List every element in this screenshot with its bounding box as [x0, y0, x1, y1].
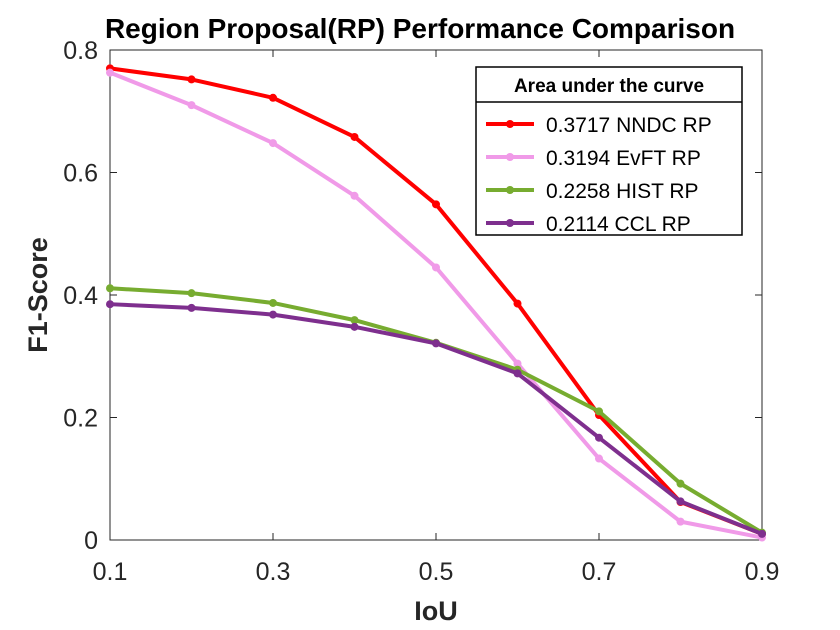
y-tick-label: 0.6 [63, 160, 98, 188]
data-point [513, 369, 522, 378]
legend-label: 0.2114 CCL RP [546, 213, 691, 236]
data-point [269, 139, 277, 148]
y-tick-label: 0.4 [63, 282, 98, 310]
x-tick-label: 0.3 [256, 558, 291, 586]
data-point [106, 300, 114, 309]
data-point [350, 316, 359, 325]
legend-label: 0.2258 HIST RP [546, 180, 699, 203]
x-axis-label: IoU [414, 596, 458, 626]
data-point [187, 289, 196, 298]
y-axis-label: F1-Score [23, 237, 53, 353]
data-point [187, 303, 196, 312]
legend-title: Area under the curve [514, 76, 704, 97]
data-point [269, 93, 277, 102]
chart-title: Region Proposal(RP) Performance Comparis… [105, 13, 735, 44]
data-point [269, 310, 277, 319]
legend-item: 0.3717 NNDC RP [486, 114, 712, 137]
legend-swatch-marker [506, 153, 514, 161]
y-tick-label: 0.2 [63, 405, 98, 433]
data-point [595, 433, 603, 442]
data-point [350, 191, 359, 200]
y-tick-label: 0 [84, 527, 98, 555]
data-point [350, 132, 359, 141]
x-tick-label: 0.5 [419, 558, 454, 586]
legend-label: 0.3194 EvFT RP [546, 147, 701, 170]
series-4 [106, 300, 766, 538]
data-point [758, 529, 766, 538]
legend-swatch-marker [506, 219, 514, 227]
legend-items: 0.3717 NNDC RP 0.3194 EvFT RP 0.2258 HIST … [486, 114, 712, 236]
legend-item: 0.2114 CCL RP [486, 213, 691, 236]
data-point [676, 497, 685, 506]
data-point [187, 75, 196, 84]
data-point [432, 339, 440, 348]
legend-swatch-marker [506, 120, 514, 128]
data-point [676, 479, 685, 488]
data-point [595, 407, 603, 416]
series-layer [106, 64, 766, 542]
data-point [350, 322, 359, 331]
data-point [106, 68, 114, 77]
x-tick-label: 0.9 [745, 558, 780, 586]
legend-swatch-marker [506, 186, 514, 194]
data-point [106, 284, 114, 293]
x-tick-label: 0.7 [582, 558, 617, 586]
legend: Area under the curve 0.3717 NNDC RP 0.319… [475, 66, 743, 236]
data-point [432, 200, 440, 209]
legend-item: 0.2258 HIST RP [486, 180, 699, 203]
data-point [676, 517, 685, 526]
data-point [432, 263, 440, 272]
y-tick-label: 0.8 [63, 37, 98, 65]
data-point [269, 298, 277, 307]
legend-label: 0.3717 NNDC RP [546, 114, 712, 137]
legend-item: 0.3194 EvFT RP [486, 147, 701, 170]
x-tick-label: 0.1 [93, 558, 128, 586]
legend-box [475, 66, 743, 236]
data-point [513, 299, 522, 308]
data-point [595, 454, 603, 463]
data-point [187, 101, 196, 110]
data-point [513, 359, 522, 368]
axis-ticks: 0.1 0.3 0.5 0.7 0.9 0 0.2 0.4 0.6 0.8 [63, 37, 779, 586]
